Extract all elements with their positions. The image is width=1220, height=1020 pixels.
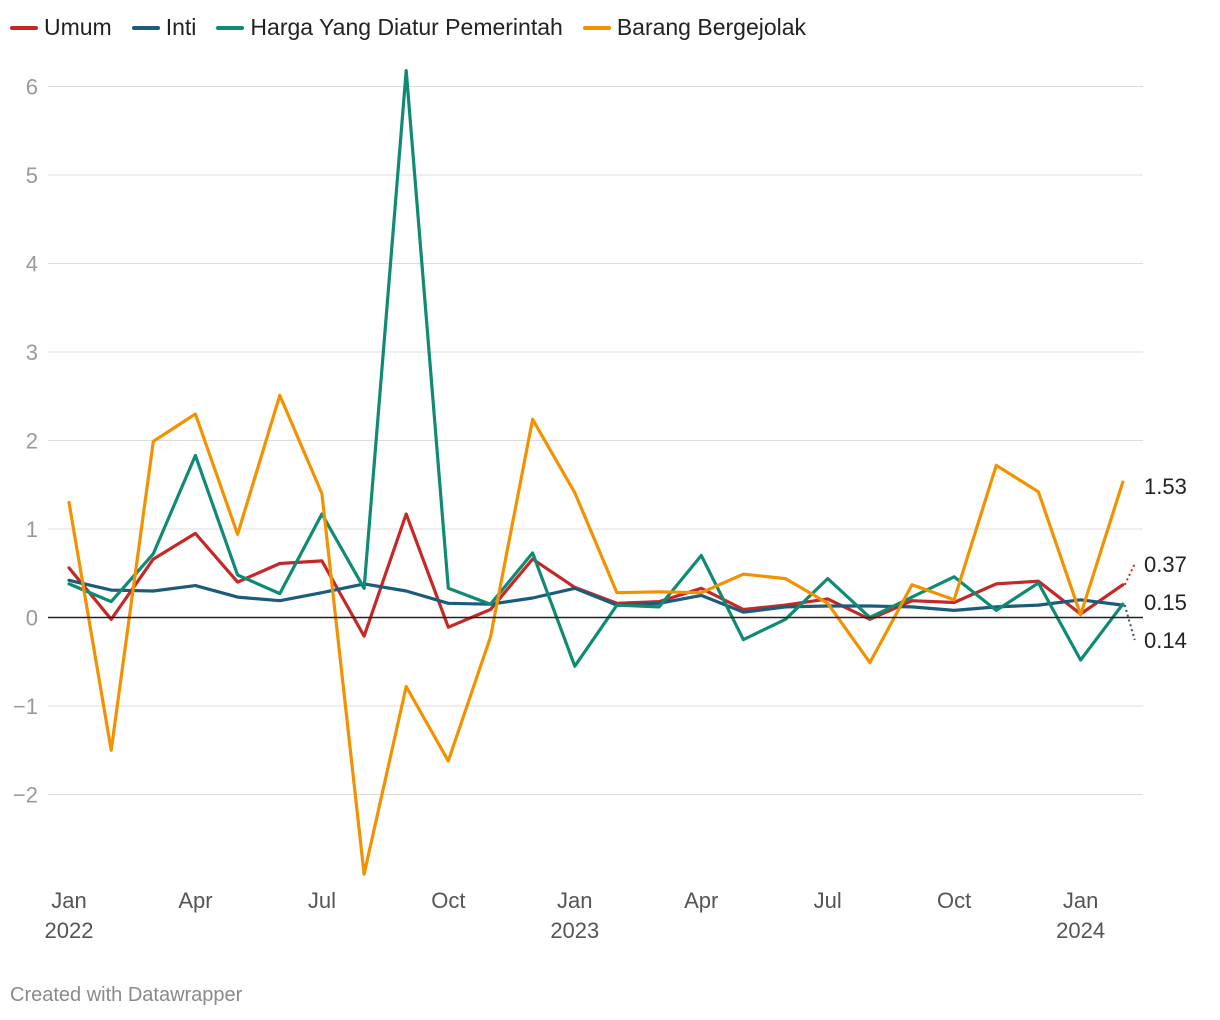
series-line-harga-yang-diatur-pemerintah (67, 68, 1125, 668)
y-tick-label: 2 (26, 429, 38, 454)
end-value-label: 0.37 (1144, 552, 1187, 577)
y-tick-label: −1 (13, 694, 38, 719)
legend-swatch (216, 25, 245, 30)
x-tick-label: Jan (1063, 888, 1098, 913)
y-tick-label: 4 (26, 252, 38, 277)
x-tick-label: Apr (684, 888, 718, 913)
series-line-inti (67, 578, 1125, 614)
legend-label: Inti (165, 14, 197, 40)
legend-label: Harga Yang Diatur Pemerintah (250, 14, 563, 40)
legend-item: Inti (131, 14, 197, 41)
y-tick-label: 5 (26, 163, 38, 188)
legend-swatch (582, 25, 611, 30)
legend-label: Umum (44, 14, 112, 40)
series-line-barang-bergejolak (67, 393, 1125, 876)
legend-item: Barang Bergejolak (582, 14, 807, 41)
legend-item: Harga Yang Diatur Pemerintah (216, 14, 563, 41)
end-label-leader (1123, 604, 1136, 641)
x-tick-label: Jul (814, 888, 842, 913)
x-tick-year-label: 2024 (1056, 918, 1105, 943)
legend: Umum Inti Harga Yang Diatur Pemerintah Bara… (10, 14, 806, 41)
x-tick-label: Jan (557, 888, 592, 913)
x-tick-label: Jan (51, 888, 86, 913)
x-tick-year-label: 2022 (45, 918, 94, 943)
y-tick-label: 6 (26, 75, 38, 100)
y-tick-label: 0 (26, 606, 38, 631)
y-tick-label: 3 (26, 340, 38, 365)
legend-swatch (131, 25, 160, 30)
x-tick-label: Oct (431, 888, 465, 913)
end-value-label: 1.53 (1144, 474, 1187, 499)
y-tick-label: 1 (26, 517, 38, 542)
x-tick-label: Jul (308, 888, 336, 913)
x-tick-year-label: 2023 (550, 918, 599, 943)
end-value-label: 0.14 (1144, 628, 1187, 653)
x-tick-label: Oct (937, 888, 971, 913)
x-tick-label: Apr (178, 888, 212, 913)
legend-item: Umum (10, 14, 112, 41)
legend-swatch (10, 25, 38, 30)
y-tick-label: −2 (13, 783, 38, 808)
legend-label: Barang Bergejolak (616, 14, 807, 40)
end-label-leader (1123, 563, 1136, 586)
credit-text: Created with Datawrapper (10, 984, 243, 1006)
end-value-label: 0.15 (1144, 590, 1187, 615)
